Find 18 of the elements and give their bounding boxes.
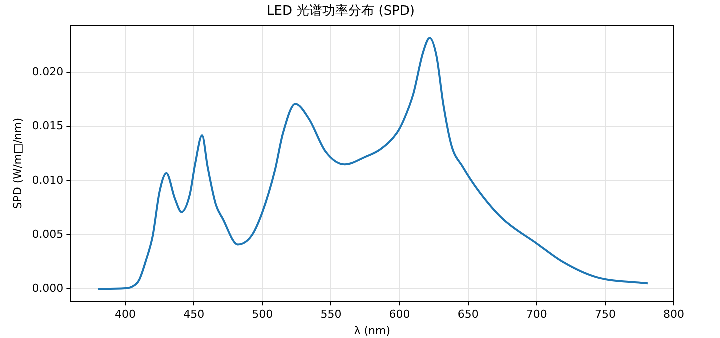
chart-title: LED 光谱功率分布 (SPD) [267,3,415,20]
line-series [97,37,649,290]
x-tick-label: 750 [594,308,616,322]
y-tick-label: 0.015 [32,120,64,133]
x-tick-label: 500 [252,308,274,322]
y-tick-label: 0.020 [32,66,64,79]
x-tick-label: 800 [664,308,684,322]
x-tick-label: 650 [458,308,479,322]
y-axis-title: SPD (W/m□/nm) [11,118,24,210]
y-tick-label: 0.005 [32,228,64,241]
x-tick-label: 600 [389,308,410,322]
y-tick-label: 0.010 [32,174,64,187]
x-tick-label: 400 [115,308,136,322]
x-axis-title: λ (nm) [354,324,390,338]
x-tick-label: 550 [320,308,342,322]
x-tick-label: 700 [526,308,548,322]
y-tick-label: 0.000 [32,282,64,295]
x-tick-label: 450 [184,308,205,322]
